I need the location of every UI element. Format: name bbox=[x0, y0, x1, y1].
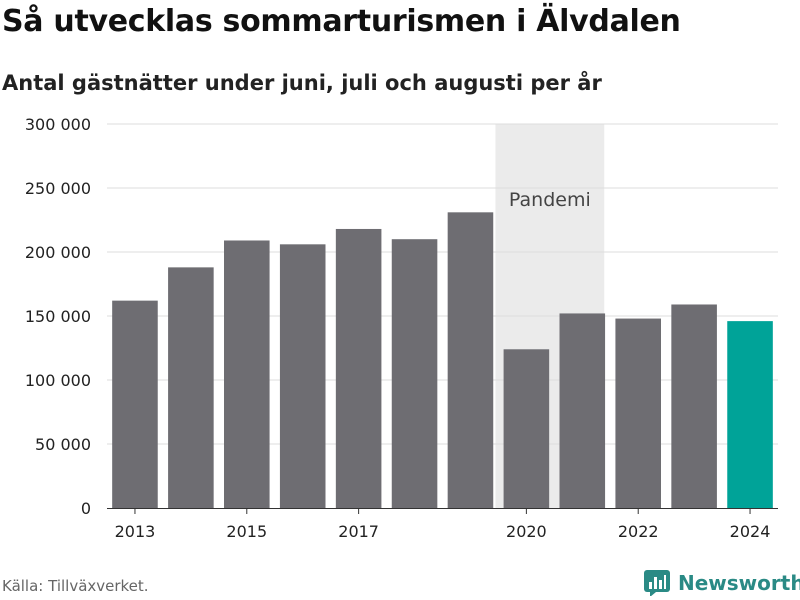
bar-2022 bbox=[615, 318, 661, 508]
y-tick-label: 300 000 bbox=[25, 115, 91, 134]
pandemic-label: Pandemi bbox=[509, 189, 591, 211]
x-tick-label: 2022 bbox=[618, 522, 659, 541]
bar-2020 bbox=[503, 349, 550, 508]
bar-2021 bbox=[559, 313, 606, 508]
x-tick-label: 2024 bbox=[730, 522, 771, 541]
chart-subtitle: Antal gästnätter under juni, juli och au… bbox=[2, 71, 602, 95]
bar-chart: 0 50 000 100 000 150 000 200 000 250 000 300 0… bbox=[25, 115, 778, 541]
chart-title: Så utvecklas sommarturismen i Älvdalen bbox=[2, 4, 681, 39]
y-tick-label: 200 000 bbox=[25, 243, 91, 262]
x-tick-label: 2017 bbox=[338, 522, 379, 541]
y-tick-label: 250 000 bbox=[25, 179, 91, 198]
bar-2023 bbox=[671, 304, 717, 508]
bar-2024 bbox=[727, 321, 773, 508]
bar-2019 bbox=[447, 212, 494, 508]
x-tick-label: 2020 bbox=[506, 522, 547, 541]
y-tick-label: 100 000 bbox=[25, 371, 91, 390]
bar-2015 bbox=[224, 240, 270, 509]
bar-2013 bbox=[112, 300, 158, 508]
brand-logo: Newsworthy bbox=[644, 570, 800, 596]
x-tick-label: 2015 bbox=[226, 522, 267, 541]
x-tick-label: 2013 bbox=[115, 522, 156, 541]
bar-2016 bbox=[279, 244, 326, 508]
y-tick-label: 50 000 bbox=[35, 435, 91, 454]
brand-name: Newsworthy bbox=[678, 571, 800, 595]
bar-2017 bbox=[335, 228, 382, 508]
source-note: Källa: Tillväxverket. bbox=[2, 577, 149, 595]
newsworthy-icon bbox=[644, 570, 670, 596]
y-tick-label: 150 000 bbox=[25, 307, 91, 326]
y-tick-label: 0 bbox=[81, 499, 91, 518]
bar-2018 bbox=[391, 239, 438, 508]
bar-2014 bbox=[168, 267, 214, 508]
